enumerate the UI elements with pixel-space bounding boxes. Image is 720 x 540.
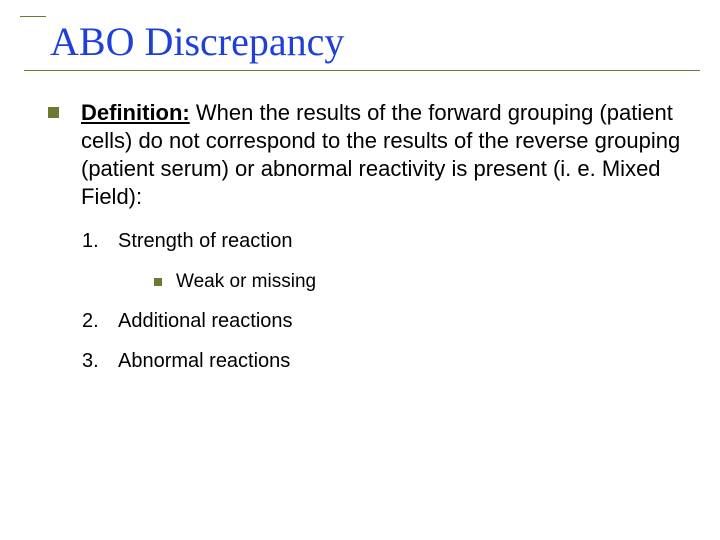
item-text: Additional reactions (118, 306, 293, 336)
content-region: Definition: When the results of the forw… (20, 71, 700, 376)
bullet-text: Definition: When the results of the forw… (81, 99, 684, 212)
item-text: Strength of reaction (118, 226, 293, 256)
slide: ABO Discrepancy Definition: When the res… (20, 10, 700, 530)
list-item: 2. Additional reactions (82, 306, 684, 336)
item-number: 3. (82, 346, 104, 376)
definition-label: Definition: (81, 100, 190, 125)
item-text: Abnormal reactions (118, 346, 290, 376)
sub-item-text: Weak or missing (176, 268, 316, 297)
title-region: ABO Discrepancy (20, 16, 700, 71)
list-item: 3. Abnormal reactions (82, 346, 684, 376)
numbered-list: 1. Strength of reaction Weak or missing … (82, 226, 684, 377)
page-title: ABO Discrepancy (24, 16, 700, 70)
title-top-line (20, 16, 46, 17)
item-number: 2. (82, 306, 104, 336)
bullet-item: Definition: When the results of the forw… (48, 99, 684, 212)
title-bottom-line (24, 70, 700, 71)
square-bullet-icon (48, 107, 59, 118)
item-number: 1. (82, 226, 104, 256)
square-bullet-icon (154, 278, 162, 286)
sub-list-item: Weak or missing (154, 268, 684, 297)
list-item: 1. Strength of reaction (82, 226, 684, 256)
